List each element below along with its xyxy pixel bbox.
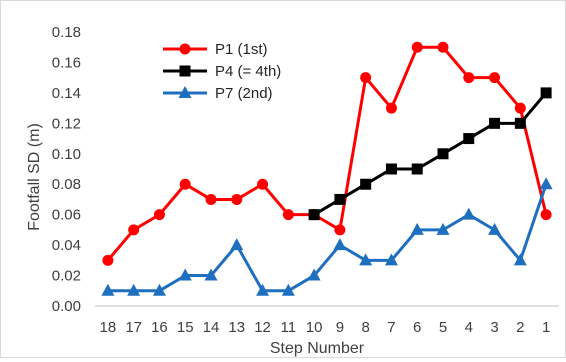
legend-label: P7 (2nd) bbox=[215, 85, 273, 102]
data-point bbox=[514, 102, 526, 114]
x-tick-label: 13 bbox=[228, 319, 245, 336]
data-point bbox=[539, 177, 553, 190]
y-tick-label: 0.08 bbox=[52, 176, 81, 193]
data-point bbox=[101, 283, 115, 296]
x-tick-label: 4 bbox=[465, 319, 473, 336]
x-tick-label: 7 bbox=[387, 319, 395, 336]
data-point bbox=[463, 133, 475, 145]
data-point bbox=[411, 163, 423, 175]
x-tick-label: 9 bbox=[336, 319, 344, 336]
x-tick-label: 2 bbox=[516, 319, 524, 336]
y-tick-label: 0.02 bbox=[52, 268, 81, 285]
data-point bbox=[334, 224, 346, 236]
data-point bbox=[411, 41, 423, 53]
legend-item: P4 (= 4th) bbox=[163, 63, 281, 80]
data-point bbox=[514, 117, 526, 129]
data-point bbox=[152, 283, 166, 296]
data-point bbox=[437, 148, 449, 160]
data-point bbox=[463, 72, 475, 84]
x-tick-label: 18 bbox=[100, 319, 117, 336]
y-tick-label: 0.18 bbox=[52, 24, 81, 41]
data-point bbox=[489, 117, 501, 129]
footfall-sd-line-chart: 0.00 0.02 0.04 0.06 0.08 0.10 0.12 0.14 0.16 0.18… bbox=[26, 24, 559, 357]
y-tick-label: 0.16 bbox=[52, 54, 81, 71]
data-point bbox=[179, 178, 191, 190]
data-point bbox=[102, 254, 114, 266]
series-line bbox=[313, 91, 548, 216]
legend-label: P4 (= 4th) bbox=[215, 63, 281, 80]
legend: P1 (1st) P4 (= 4th) P7 (2nd) bbox=[163, 41, 281, 102]
x-tick-label: 17 bbox=[125, 319, 142, 336]
legend-marker bbox=[179, 43, 191, 55]
data-point bbox=[205, 193, 217, 205]
legend-item: P1 (1st) bbox=[163, 41, 268, 58]
legend-label: P1 (1st) bbox=[215, 41, 268, 58]
data-point bbox=[153, 209, 165, 221]
x-axis-ticks: 18 17 16 15 14 13 12 11 10 9 8 7 6 5 4 3 2 1 bbox=[100, 319, 551, 336]
data-point bbox=[128, 224, 140, 236]
data-point bbox=[308, 209, 320, 221]
data-point bbox=[257, 178, 269, 190]
data-point bbox=[410, 222, 424, 235]
data-point bbox=[333, 238, 347, 251]
y-tick-label: 0.04 bbox=[52, 237, 81, 254]
data-point bbox=[360, 72, 372, 84]
data-point bbox=[360, 178, 372, 190]
x-tick-label: 8 bbox=[361, 319, 369, 336]
data-point bbox=[230, 238, 244, 251]
data-point bbox=[359, 253, 373, 266]
data-point bbox=[178, 268, 192, 281]
data-point bbox=[462, 207, 476, 220]
x-tick-label: 3 bbox=[490, 319, 498, 336]
y-tick-label: 0.00 bbox=[52, 298, 81, 315]
x-tick-label: 11 bbox=[281, 319, 297, 336]
data-point bbox=[307, 268, 321, 281]
x-tick-label: 12 bbox=[254, 319, 271, 336]
x-tick-label: 6 bbox=[413, 319, 421, 336]
x-tick-label: 16 bbox=[151, 319, 168, 336]
series-line bbox=[106, 45, 548, 262]
y-axis-ticks: 0.00 0.02 0.04 0.06 0.08 0.10 0.12 0.14 0.16 0.18 bbox=[52, 24, 81, 315]
series-layer bbox=[101, 41, 553, 296]
data-point bbox=[282, 209, 294, 221]
x-tick-label: 5 bbox=[439, 319, 447, 336]
data-point bbox=[334, 193, 346, 205]
y-tick-label: 0.10 bbox=[52, 146, 81, 163]
legend-marker bbox=[179, 65, 191, 77]
series-1 bbox=[102, 41, 552, 266]
data-point bbox=[231, 193, 243, 205]
data-point bbox=[489, 72, 501, 84]
data-point bbox=[540, 87, 552, 99]
x-tick-label: 10 bbox=[306, 319, 323, 336]
series-3 bbox=[101, 177, 553, 296]
y-tick-label: 0.14 bbox=[52, 85, 81, 102]
y-axis-title: Footfall SD (m) bbox=[26, 123, 43, 231]
data-point bbox=[127, 283, 141, 296]
y-tick-label: 0.12 bbox=[52, 115, 81, 132]
legend-marker bbox=[178, 86, 192, 98]
data-point bbox=[488, 222, 502, 235]
data-point bbox=[513, 253, 527, 266]
x-axis-title: Step Number bbox=[270, 340, 365, 357]
legend-item: P7 (2nd) bbox=[163, 85, 273, 102]
series-2 bbox=[308, 87, 552, 221]
x-tick-label: 1 bbox=[542, 319, 550, 336]
data-point bbox=[281, 283, 295, 296]
data-point bbox=[384, 253, 398, 266]
x-tick-label: 14 bbox=[203, 319, 220, 336]
y-tick-label: 0.06 bbox=[52, 207, 81, 224]
data-point bbox=[256, 283, 270, 296]
x-tick-label: 15 bbox=[177, 319, 194, 336]
data-point bbox=[436, 222, 450, 235]
data-point bbox=[385, 102, 397, 114]
data-point bbox=[204, 268, 218, 281]
data-point bbox=[385, 163, 397, 175]
data-point bbox=[540, 209, 552, 221]
data-point bbox=[437, 41, 449, 53]
